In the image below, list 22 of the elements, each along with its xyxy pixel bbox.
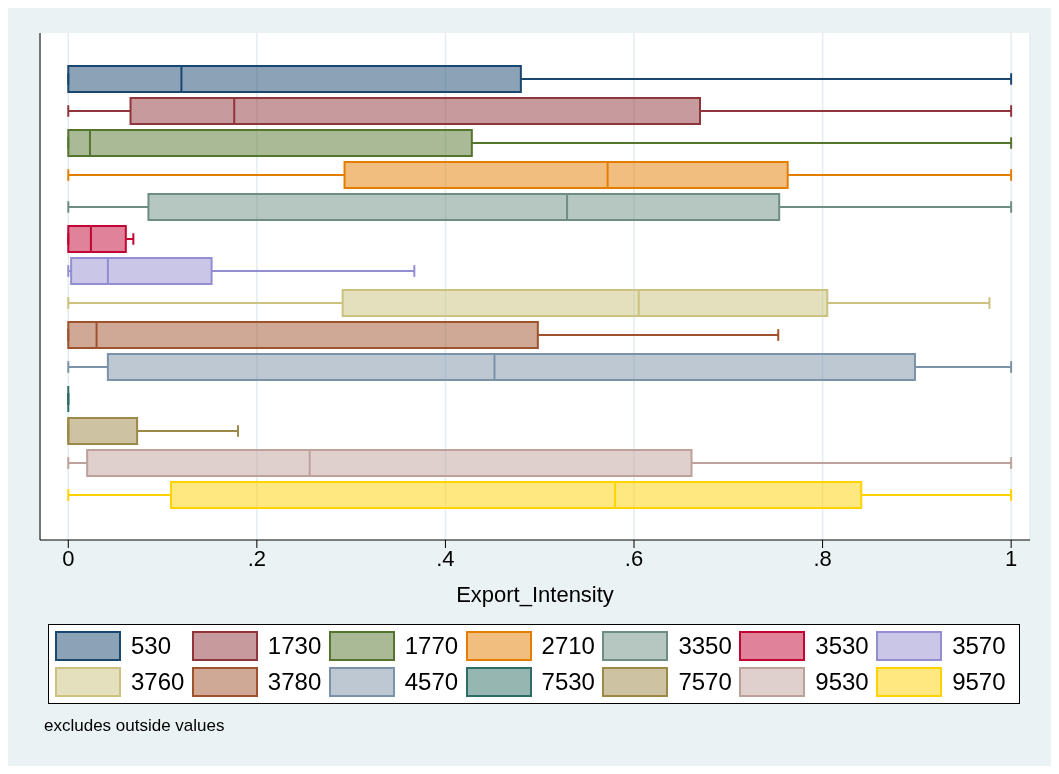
legend-label: 2710 — [541, 632, 595, 660]
legend-label: 7570 — [678, 668, 732, 696]
legend-label: 9530 — [815, 668, 869, 696]
legend-label: 9570 — [952, 668, 1006, 696]
x-tick-label: 0 — [62, 545, 75, 571]
legend-label: 3530 — [815, 632, 869, 660]
legend-label: 3570 — [952, 632, 1006, 660]
legend-label: 4570 — [404, 668, 459, 696]
x-tick-label: 1 — [1005, 545, 1018, 571]
legend-label: 1730 — [267, 632, 322, 660]
x-tick-label: .2 — [247, 545, 267, 571]
legend-label: 3760 — [131, 668, 185, 696]
x-axis-title: Export_Intensity — [456, 582, 614, 607]
x-tick-label: .4 — [436, 545, 455, 571]
x-tick-label: .8 — [813, 545, 832, 571]
legend-label: 530 — [131, 632, 172, 660]
legend-label: 3350 — [678, 632, 732, 660]
legend-label: 1770 — [404, 632, 459, 660]
legend-label: 3780 — [267, 668, 322, 696]
x-tick-label: .6 — [624, 545, 644, 571]
legend-label: 7530 — [541, 668, 595, 696]
text: excludes outside values — [44, 716, 226, 736]
